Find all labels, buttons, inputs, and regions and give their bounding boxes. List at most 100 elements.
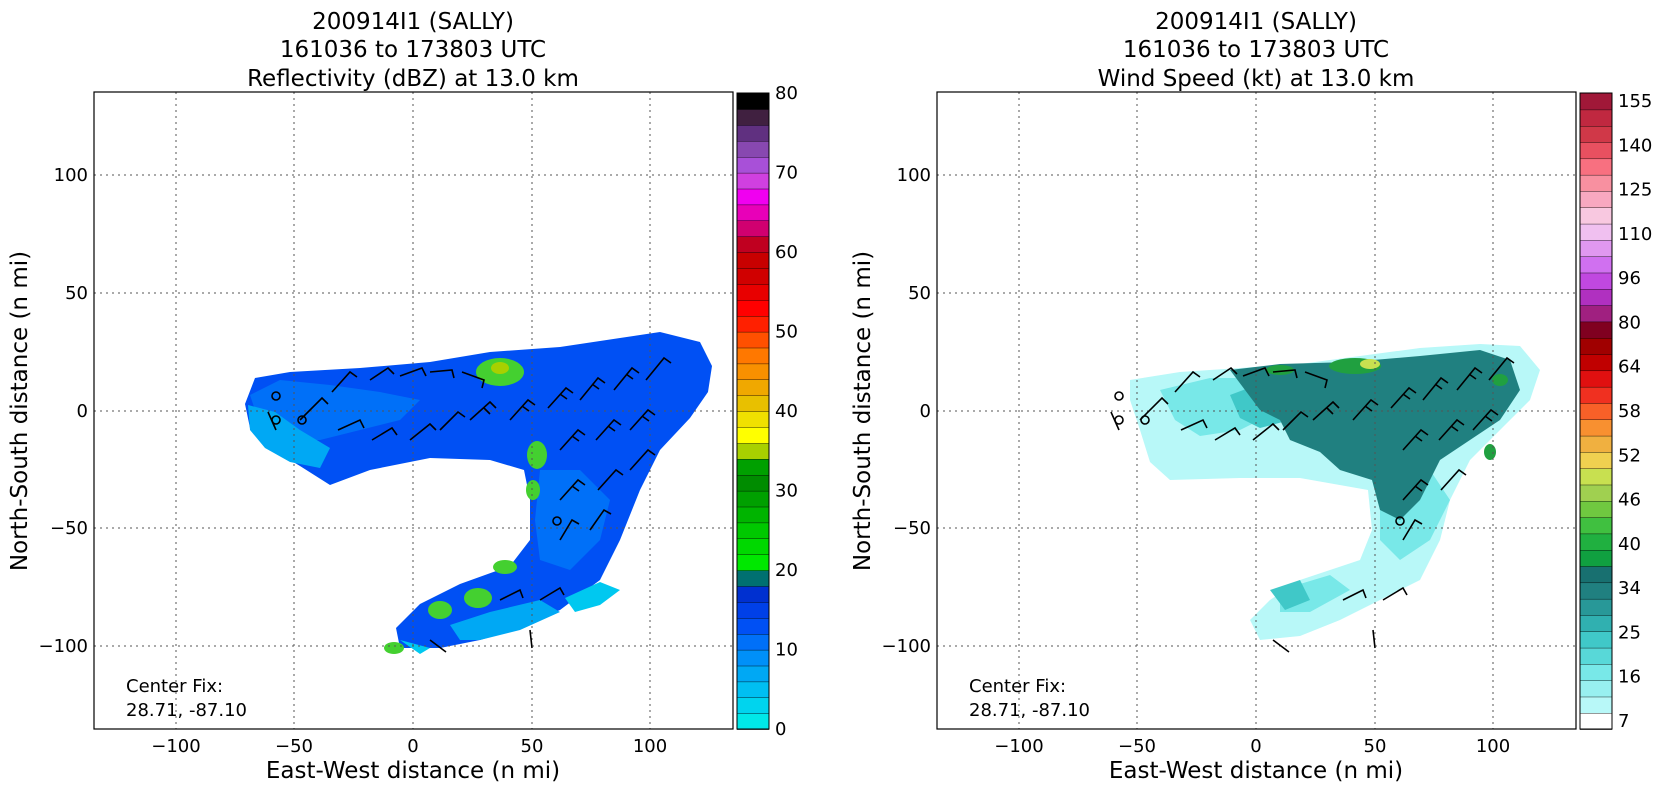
wind-speed-colorbar bbox=[1579, 92, 1613, 730]
wind-speed-colorbar-band bbox=[1579, 190, 1613, 208]
wind-barb bbox=[589, 508, 612, 531]
wind-speed-panel: 200914I1 (SALLY) 161036 to 173803 UTC Wi… bbox=[850, 9, 1652, 784]
wind-speed-plot-frame bbox=[936, 91, 1577, 730]
wind-speed-colorbar-tick-label: 52 bbox=[1618, 445, 1641, 466]
reflectivity-colorbar-band bbox=[736, 156, 770, 174]
wind-barb bbox=[629, 448, 656, 471]
wind-barb bbox=[1372, 629, 1376, 649]
reflectivity-colorbar-tick-label: 60 bbox=[775, 242, 798, 263]
wind-speed-x-tick-label: 100 bbox=[1476, 736, 1510, 757]
reflectivity-echo-strong bbox=[384, 358, 547, 654]
wind-speed-x-ticks: −100 −50 0 50 100 bbox=[994, 736, 1510, 757]
wind-speed-colorbar-band bbox=[1579, 630, 1613, 649]
wind-speed-colorbar-band bbox=[1579, 614, 1613, 632]
wind-speed-colorbar-band bbox=[1579, 679, 1613, 698]
wind-speed-colorbar-tick-label: 64 bbox=[1618, 357, 1641, 378]
calm-wind-marker bbox=[271, 415, 281, 425]
wind-speed-colorbar-frame bbox=[1579, 92, 1613, 730]
wind-speed-title-line-2: 161036 to 173803 UTC bbox=[1123, 37, 1389, 63]
reflectivity-colorbar-band bbox=[736, 474, 770, 492]
wind-barb bbox=[299, 396, 329, 421]
wind-speed-center-fix-coords: 28.71, -87.10 bbox=[969, 700, 1090, 721]
reflectivity-colorbar-band bbox=[736, 649, 770, 667]
reflectivity-y-tick-label: 50 bbox=[65, 283, 88, 304]
wind-speed-y-ticks: 100 50 0 −50 −100 bbox=[882, 165, 931, 657]
reflectivity-title: 200914I1 (SALLY) 161036 to 173803 UTC Re… bbox=[247, 9, 579, 92]
wind-speed-x-tick-label: 50 bbox=[1364, 736, 1387, 757]
wind-max-core bbox=[1360, 359, 1380, 369]
wind-barb bbox=[559, 428, 586, 451]
wind-barb bbox=[1252, 422, 1280, 441]
calm-wind-marker bbox=[297, 415, 307, 425]
reflectivity-y-tick-label: 100 bbox=[54, 165, 88, 186]
reflectivity-colorbar-band bbox=[736, 697, 770, 714]
reflectivity-colorbar-band bbox=[736, 172, 770, 190]
wind-speed-y-tick-label: −100 bbox=[882, 636, 931, 657]
wind-barb bbox=[1382, 586, 1408, 601]
wind-barb bbox=[331, 370, 358, 393]
wind-max-cell bbox=[1484, 444, 1496, 460]
wind-barb bbox=[1440, 468, 1467, 491]
reflectivity-title-line-1: 200914I1 (SALLY) bbox=[312, 9, 514, 35]
reflectivity-y-axis-label: North-South distance (n mi) bbox=[7, 251, 33, 571]
wind-barb bbox=[1352, 398, 1379, 421]
calm-wind-marker bbox=[1114, 415, 1124, 425]
wind-speed-colorbar-band bbox=[1579, 304, 1613, 323]
reflectivity-colorbar-tick-label: 0 bbox=[775, 719, 786, 740]
wind-barb bbox=[645, 356, 672, 381]
reflectivity-y-tick-label: 0 bbox=[77, 401, 88, 422]
reflectivity-calm-markers bbox=[271, 391, 562, 526]
reflectivity-colorbar-band bbox=[736, 188, 770, 206]
calm-wind-marker bbox=[1140, 415, 1150, 425]
reflectivity-colorbar-ticks: 0 10 20 30 40 50 60 70 80 bbox=[775, 83, 798, 740]
wind-speed-colorbar-tick-label: 16 bbox=[1618, 667, 1641, 688]
wind-barb bbox=[1212, 366, 1238, 381]
reflectivity-colorbar-tick-label: 30 bbox=[775, 481, 798, 502]
reflectivity-colorbar-band bbox=[736, 363, 770, 380]
reflectivity-y-tick-label: −100 bbox=[39, 636, 88, 657]
wind-speed-calm-markers bbox=[1114, 391, 1405, 526]
wind-barb bbox=[1272, 369, 1298, 379]
convective-cell bbox=[384, 642, 404, 654]
wind-speed-y-tick-label: −50 bbox=[893, 518, 931, 539]
wind-speed-colorbar-band bbox=[1579, 500, 1613, 518]
wind-barb bbox=[1402, 428, 1429, 451]
wind-speed-colorbar-band bbox=[1579, 402, 1613, 420]
reflectivity-colorbar-band bbox=[736, 490, 770, 508]
reflectivity-wind-barbs bbox=[267, 356, 672, 653]
wind-speed-colorbar-tick-label: 25 bbox=[1618, 622, 1641, 643]
wind-speed-teal bbox=[1230, 380, 1310, 610]
wind-speed-colorbar-band bbox=[1579, 272, 1613, 290]
reflectivity-colorbar-band bbox=[736, 522, 770, 539]
wind-speed-colorbar-band bbox=[1579, 516, 1613, 535]
wind-speed-colorbar-band bbox=[1579, 337, 1613, 355]
wind-speed-x-axis-label: East-West distance (n mi) bbox=[1109, 758, 1403, 784]
wind-speed-colorbar-band bbox=[1579, 712, 1613, 730]
wind-speed-colorbar-band bbox=[1579, 598, 1613, 616]
reflectivity-colorbar-band bbox=[736, 347, 770, 365]
wind-speed-x-tick-label: 0 bbox=[1250, 736, 1261, 757]
wind-barb bbox=[369, 366, 395, 381]
reflectivity-panel: 200914I1 (SALLY) 161036 to 173803 UTC Re… bbox=[7, 9, 798, 784]
wind-barb bbox=[499, 588, 524, 601]
wind-speed-colorbar-band bbox=[1579, 467, 1613, 486]
wind-barb bbox=[1422, 376, 1449, 401]
wind-barb bbox=[1242, 367, 1270, 377]
wind-speed-colorbar-band bbox=[1579, 451, 1613, 469]
calm-wind-marker bbox=[271, 391, 281, 401]
wind-barb bbox=[1180, 418, 1208, 431]
wind-speed-colorbar-band bbox=[1579, 533, 1613, 551]
wind-barb bbox=[529, 629, 533, 649]
reflectivity-colorbar-band bbox=[736, 633, 770, 651]
wind-max-cell bbox=[1492, 374, 1508, 386]
wind-speed-colorbar-tick-label: 7 bbox=[1618, 711, 1629, 732]
wind-barb bbox=[597, 468, 624, 491]
reflectivity-x-ticks: −100 −50 0 50 100 bbox=[151, 736, 667, 757]
reflectivity-echo-light bbox=[250, 380, 610, 570]
reflectivity-colorbar-band bbox=[736, 92, 770, 110]
wind-speed-colorbar-tick-label: 40 bbox=[1618, 534, 1641, 555]
reflectivity-colorbar-tick-label: 40 bbox=[775, 401, 798, 422]
wind-speed-colorbar-band bbox=[1579, 174, 1613, 192]
wind-speed-colorbar-band bbox=[1579, 435, 1613, 453]
